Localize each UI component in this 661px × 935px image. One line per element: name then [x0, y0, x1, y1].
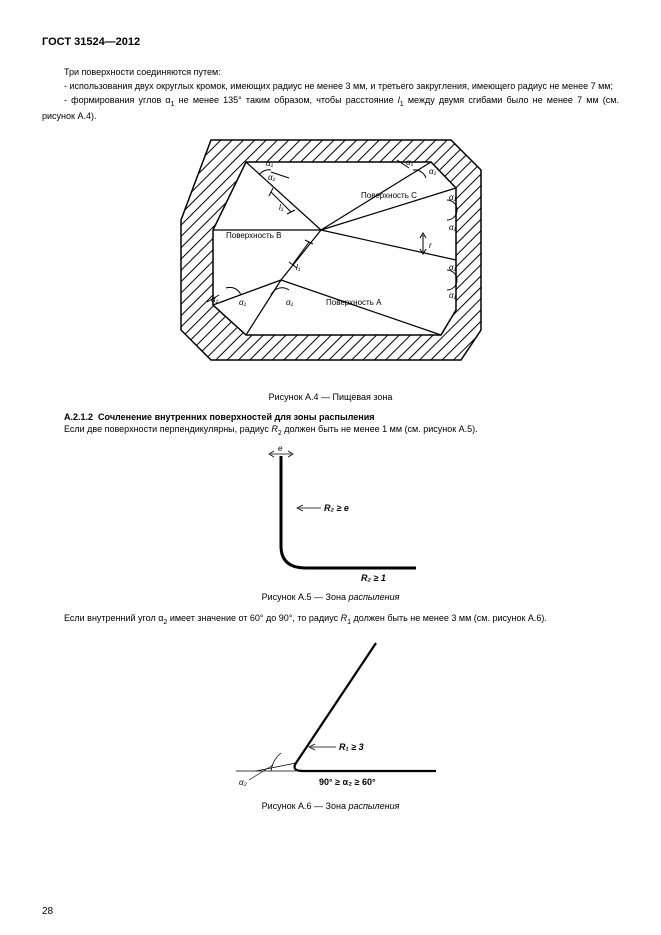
figure-a5-caption: Рисунок А.5 — Зона распыления — [42, 592, 619, 602]
label-alpha1: α₁ — [449, 291, 457, 300]
paragraph-a5-intro: Если две поверхности перпендикулярны, ра… — [42, 423, 619, 438]
figure-a4: α₁ α₁ α₁ α₁ α₁ α₁ α₁ α₁ α₁ α₁ α₁ l₁ l — [151, 130, 511, 386]
label-alpha1: α₁ — [268, 173, 276, 182]
figure-a5: e R₂ ≥ e R₂ ≥ 1 — [221, 446, 441, 586]
label-surface-c: Поверхность C — [361, 191, 417, 200]
label-alpha1: α₁ — [449, 263, 457, 272]
page-number: 28 — [42, 906, 53, 917]
section-title: Сочленение внутренних поверхностей для з… — [98, 412, 374, 422]
paragraph-bullet-2: - формирования углов α1 не менее 135° та… — [42, 94, 619, 121]
label-r1-3: R₁ ≥ 3 — [339, 742, 364, 752]
caption-italic: распыления — [348, 592, 399, 602]
label-e: e — [278, 446, 283, 453]
page: ГОСТ 31524—2012 Три поверхности соединяю… — [0, 0, 661, 935]
label-alpha1: α₁ — [449, 193, 457, 202]
text-fragment: должен быть не менее 3 мм (см. рисунок А… — [351, 613, 547, 623]
text-fragment: не менее 135° таким образом, чтобы расст… — [175, 95, 398, 105]
caption-text: Рисунок А.6 — Зона — [262, 801, 349, 811]
label-alpha1: α₁ — [286, 298, 294, 307]
label-alpha1: α₁ — [449, 223, 457, 232]
label-surface-b: Поверхность B — [226, 231, 281, 240]
label-r2-e: R₂ ≥ e — [324, 503, 349, 513]
label-alpha2: α₂ — [239, 778, 247, 787]
label-alpha1: α₁ — [266, 159, 274, 168]
label-angle-range: 90° ≥ α₂ ≥ 60° — [319, 777, 376, 787]
paragraph-bullet-1: - использования двух округлых кромок, им… — [42, 80, 619, 92]
figure-a6: α₂ R₁ ≥ 3 90° ≥ α₂ ≥ 60° — [201, 635, 461, 795]
paragraph-intro: Три поверхности соединяются путем: — [42, 66, 619, 78]
label-surface-a: Поверхность A — [326, 298, 382, 307]
label-r: r — [429, 241, 432, 250]
text-fragment: - формирования углов α — [64, 95, 171, 105]
caption-text: Рисунок А.5 — Зона — [262, 592, 349, 602]
label-alpha1: α₁ — [406, 158, 414, 167]
paragraph-a6-intro: Если внутренний угол α2 имеет значение о… — [42, 612, 619, 627]
document-header: ГОСТ 31524—2012 — [42, 36, 619, 48]
caption-italic: распыления — [348, 801, 399, 811]
section-a212-heading: А.2.1.2 Сочленение внутренних поверхност… — [42, 412, 619, 422]
label-alpha1: α₁ — [239, 298, 247, 307]
text-fragment: имеет значение от 60° до 90°, то радиус — [167, 613, 340, 623]
label-r2-1: R₂ ≥ 1 — [361, 573, 386, 583]
figure-a4-caption: Рисунок А.4 — Пищевая зона — [42, 392, 619, 402]
label-alpha1: α₁ — [429, 167, 437, 176]
text-fragment: Если внутренний угол α — [64, 613, 163, 623]
text-fragment: Если две поверхности перпендикулярны, ра… — [64, 424, 271, 434]
text-fragment: должен быть не менее 1 мм (см. рисунок А… — [282, 424, 478, 434]
figure-a6-caption: Рисунок А.6 — Зона распыления — [42, 801, 619, 811]
section-number: А.2.1.2 — [64, 412, 93, 422]
